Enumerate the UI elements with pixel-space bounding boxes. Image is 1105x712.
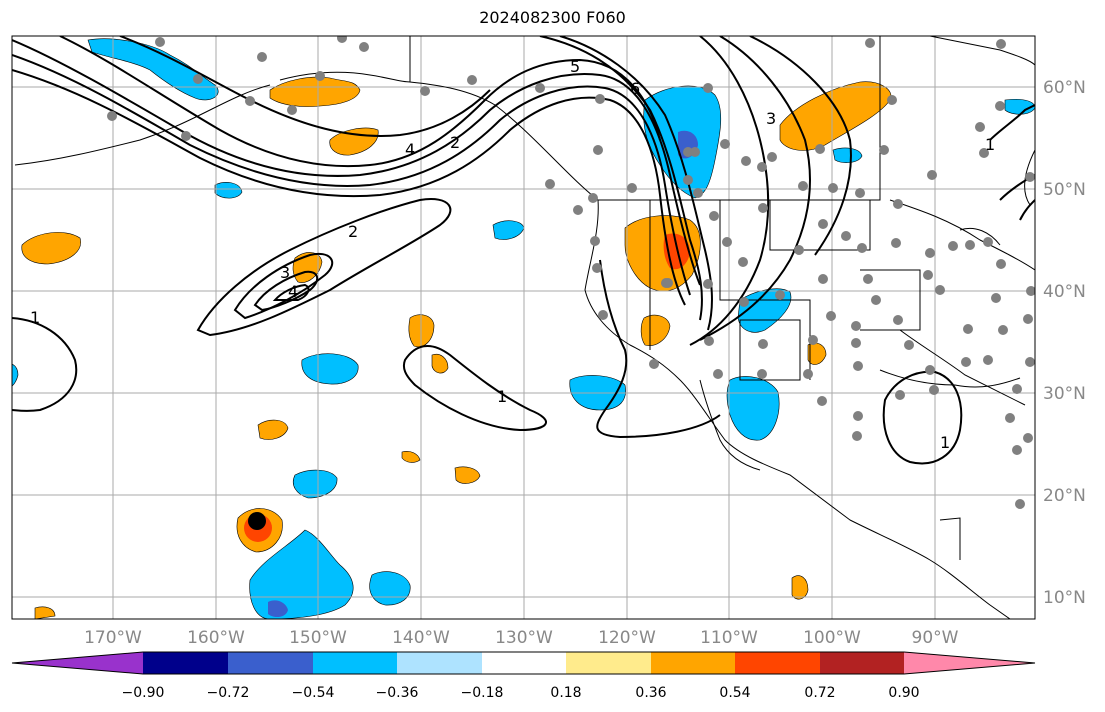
colorbar-tick: 0.36 — [635, 685, 666, 701]
colorbar-tick: −0.18 — [461, 685, 504, 701]
contour-label: 4 — [288, 282, 298, 301]
lat-label: 20°N — [1043, 486, 1086, 506]
colorbar-outline — [11, 651, 1036, 675]
plot-frame — [11, 35, 1036, 620]
gridlines — [12, 36, 1035, 619]
lat-label: 60°N — [1043, 78, 1086, 98]
colorbar-segment — [735, 652, 820, 674]
lon-label: 170°W — [84, 628, 142, 648]
lon-label: 160°W — [187, 628, 245, 648]
colorbar-tick: −0.54 — [292, 685, 335, 701]
colorbar-segment — [651, 652, 735, 674]
map-title: 2024082300 F060 — [479, 8, 626, 27]
lon-label: 130°W — [495, 628, 553, 648]
colorbar-tick: 0.18 — [550, 685, 581, 701]
contour-label: 4 — [405, 140, 415, 159]
station-markers — [107, 36, 1035, 509]
contour-label: 3 — [766, 109, 776, 128]
colorbar-tick: −0.36 — [376, 685, 419, 701]
colorbar-tick: −0.90 — [122, 685, 165, 701]
colorbar-segment — [482, 652, 566, 674]
colorbar-tick: 0.72 — [804, 685, 835, 701]
longitude-labels: 170°W 160°W 150°W 140°W 130°W 120°W 110°… — [84, 628, 959, 648]
lon-label: 110°W — [700, 628, 758, 648]
contour-label: 3 — [280, 263, 290, 282]
lon-label: 120°W — [598, 628, 656, 648]
lon-label: 140°W — [392, 628, 450, 648]
lat-label: 50°N — [1043, 180, 1086, 200]
lat-label: 30°N — [1043, 384, 1086, 404]
storm-center-marker — [248, 512, 266, 530]
contour-label: 1 — [940, 433, 950, 452]
contour-label: 1 — [30, 308, 40, 327]
lat-label: 40°N — [1043, 282, 1086, 302]
colorbar: −0.90 −0.72 −0.54 −0.36 −0.18 0.18 0.36 … — [11, 651, 1036, 701]
lon-label: 90°W — [912, 628, 959, 648]
lat-label: 10°N — [1043, 588, 1086, 608]
contour-label: 1 — [497, 387, 507, 406]
contour-label: 2 — [450, 133, 460, 152]
colorbar-segment — [143, 652, 228, 674]
colorbar-segment — [313, 652, 397, 674]
positive-anomaly-fills — [21, 76, 892, 619]
contour-labels: 1 2 3 4 5 6 2 4 1 1 1 3 — [30, 57, 995, 452]
colorbar-segment — [566, 652, 651, 674]
contour-label: 5 — [570, 57, 580, 76]
colorbar-tick: 0.54 — [719, 685, 750, 701]
colorbar-tick: 0.90 — [888, 685, 919, 701]
lon-label: 100°W — [803, 628, 861, 648]
contour-label: 1 — [985, 135, 995, 154]
colorbar-segment — [820, 652, 904, 674]
colorbar-extend-low — [12, 652, 143, 674]
colorbar-extend-high — [904, 652, 1035, 674]
colorbar-segment — [397, 652, 482, 674]
contour-lines — [12, 36, 1035, 465]
latitude-labels: 60°N 50°N 40°N 30°N 20°N 10°N — [1043, 78, 1086, 608]
contour-label: 6 — [630, 79, 640, 98]
colorbar-labels: −0.90 −0.72 −0.54 −0.36 −0.18 0.18 0.36 … — [122, 685, 920, 701]
colorbar-tick: −0.72 — [207, 685, 250, 701]
contour-label: 2 — [348, 222, 358, 241]
lon-label: 150°W — [289, 628, 347, 648]
colorbar-segment — [228, 652, 313, 674]
